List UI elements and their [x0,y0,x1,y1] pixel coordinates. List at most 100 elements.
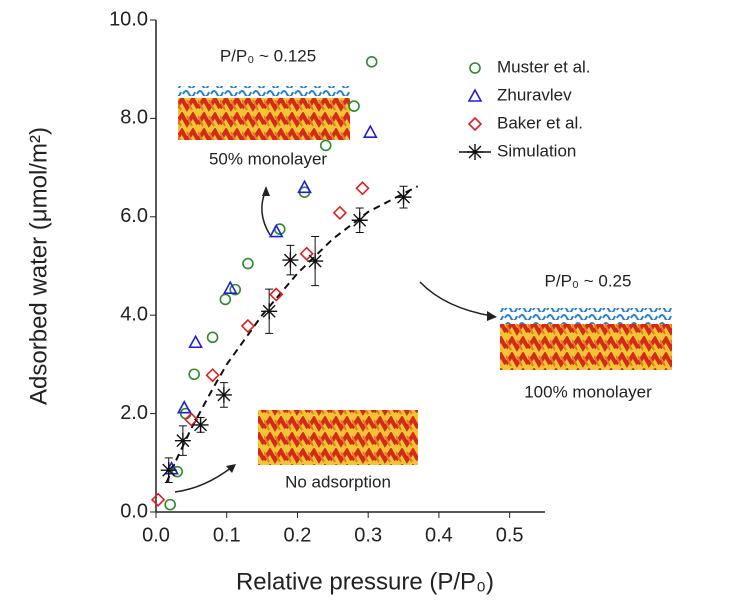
marker-shape [268,223,284,238]
fit-line [165,185,419,483]
marker-shape [348,100,360,112]
marker-shape [222,280,238,294]
x-axis-title: Relative pressure (P/P₀) [236,568,494,595]
marker-shape [362,124,378,138]
marker [222,280,238,294]
arrow [419,281,493,317]
marker-shape [282,252,299,269]
marker-shape [269,287,284,302]
x-tick-label: 0.2 [284,524,312,546]
marker-shape [395,189,412,206]
marker [469,62,481,74]
marker [184,412,199,427]
marker-shape [319,139,332,152]
marker [219,293,232,306]
marker-shape [164,498,176,511]
x-tick-label: 0.4 [425,524,453,546]
marker [174,432,191,449]
inset-full [500,308,672,370]
marker [205,368,220,383]
arrow [174,466,233,493]
inset-half [178,86,350,140]
y-tick-label: 0.0 [120,500,148,522]
marker [188,334,203,349]
marker-shape [467,116,483,132]
marker [164,498,176,511]
arrow [261,189,271,236]
annotation: 100% monolayer [524,382,652,401]
marker-shape [261,303,278,320]
marker-shape [365,56,378,68]
marker-shape [229,283,242,296]
marker-shape [184,412,199,427]
marker-shape [176,400,192,414]
y-tick-label: 6.0 [120,205,148,227]
marker [348,100,360,112]
marker-shape [307,253,324,270]
marker-shape [355,181,370,196]
marker [362,124,378,138]
annotation: P/P₀ ~ 0.125 [220,46,316,65]
x-tick-label: 0.5 [496,524,524,546]
marker-shape [215,386,232,403]
marker-shape [174,432,191,449]
marker-shape [160,462,177,479]
marker [188,368,200,381]
marker [176,400,192,414]
marker [365,56,378,68]
marker [269,287,284,302]
marker-shape [332,205,348,220]
marker [395,189,412,206]
annotation: No adsorption [285,472,391,491]
marker [355,181,370,196]
marker-shape [188,368,200,381]
marker [150,492,166,507]
marker-shape [467,144,483,160]
marker [261,303,278,320]
y-tick-label: 10.0 [109,8,148,30]
marker-shape [297,179,312,194]
marker [171,465,184,478]
legend-label: Muster et al. [497,57,591,76]
marker-shape [351,212,368,229]
marker-shape [467,88,483,102]
marker [467,116,483,132]
marker [299,246,314,261]
marker-shape [469,62,481,74]
y-tick-label: 4.0 [120,303,148,325]
marker [215,386,232,403]
inset-dry [258,410,418,465]
y-tick-label: 8.0 [120,107,148,129]
x-tick-label: 0.1 [213,524,241,546]
annotation: P/P₀ ~ 0.25 [545,271,632,290]
marker [319,139,332,152]
marker-shape [240,318,256,334]
marker [467,144,483,160]
marker [297,179,312,194]
arrowheads [226,186,497,473]
marker-shape [171,465,184,478]
marker-shape [150,492,166,507]
marker-shape [242,257,254,270]
x-tick-label: 0.0 [142,524,170,546]
y-axis-title: Adsorbed water (μmol/m²) [25,127,52,405]
marker [307,253,324,270]
marker-shape [206,331,219,344]
marker-shape [205,368,220,383]
marker [282,252,299,269]
marker [192,416,209,433]
marker [467,88,483,102]
legend-label: Simulation [497,141,576,160]
marker [242,257,254,270]
marker [332,205,348,220]
legend-label: Baker et al. [497,113,583,132]
marker-shape [299,246,314,261]
marker [351,212,368,229]
marker [206,331,219,344]
marker-shape [188,334,203,349]
marker-shape [219,293,232,306]
marker-shape [192,416,209,433]
annotation: 50% monolayer [209,149,327,168]
x-tick-label: 0.3 [354,524,382,546]
